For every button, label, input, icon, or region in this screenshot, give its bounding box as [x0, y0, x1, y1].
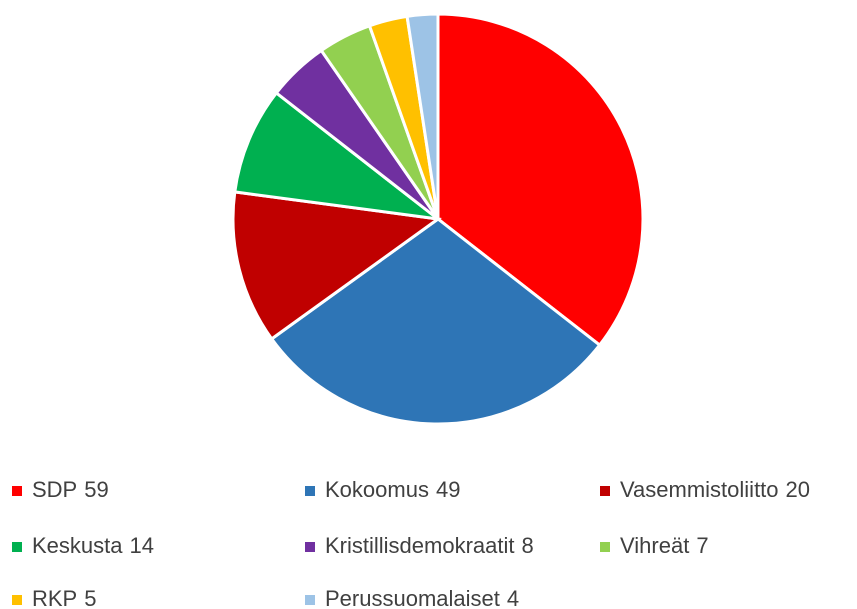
legend-marker	[12, 542, 22, 552]
legend-marker	[305, 486, 315, 496]
legend-name: Perussuomalaiset	[325, 586, 500, 609]
legend-value: 4	[507, 586, 519, 609]
legend-marker	[12, 486, 22, 496]
legend-name: Vihreät	[620, 533, 689, 558]
legend-value: 8	[522, 533, 534, 558]
pie-slice	[436, 12, 645, 348]
legend-label: Vihreät 7	[620, 533, 709, 558]
legend-name: Keskusta	[32, 533, 123, 558]
pie-slice	[233, 90, 444, 222]
legend-value: 14	[130, 533, 154, 558]
legend-name: Kristillisdemokraatit	[325, 533, 515, 558]
legend-value: 5	[84, 586, 96, 609]
legend-marker	[12, 595, 22, 605]
legend-value: 20	[786, 477, 810, 502]
legend-value: 49	[436, 477, 460, 502]
legend-label: RKP 5	[32, 586, 97, 609]
legend-marker	[305, 595, 315, 605]
legend-marker	[305, 542, 315, 552]
pie-slice	[231, 190, 442, 341]
legend-name: Vasemmistoliitto	[620, 477, 779, 502]
legend-name: SDP	[32, 477, 77, 502]
legend-label: Keskusta 14	[32, 533, 154, 558]
legend-label: Vasemmistoliitto 20	[620, 477, 810, 502]
pie-slice	[269, 217, 602, 426]
legend-name: Kokoomus	[325, 477, 429, 502]
legend-marker	[600, 486, 610, 496]
legend-label: Kristillisdemokraatit 8	[325, 533, 534, 558]
legend-marker	[600, 542, 610, 552]
legend-label: SDP 59	[32, 477, 109, 502]
legend-value: 59	[84, 477, 108, 502]
pie-slice	[405, 12, 440, 220]
legend-name: RKP	[32, 586, 77, 609]
legend-label: Kokoomus 49	[325, 477, 460, 502]
legend-value: 7	[696, 533, 708, 558]
legend-label: Perussuomalaiset 4	[325, 586, 519, 609]
